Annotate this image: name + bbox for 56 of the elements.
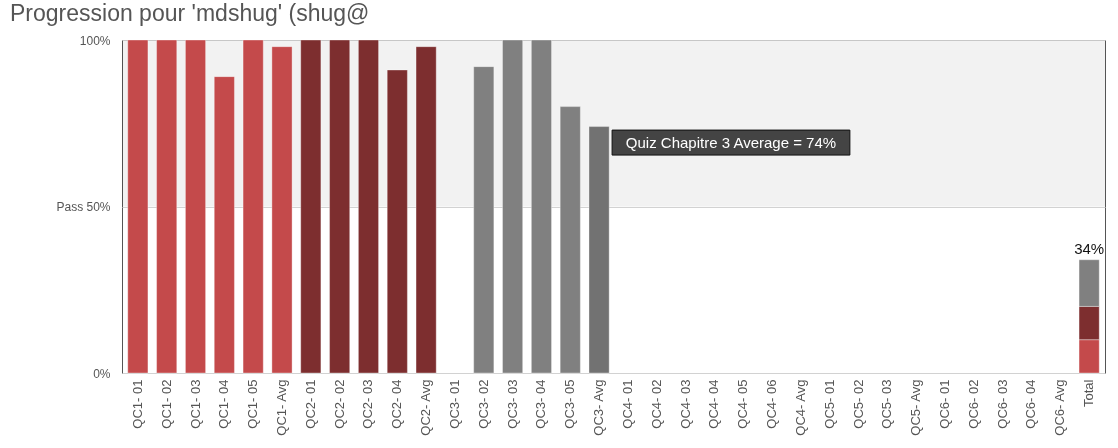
x-tick-label: QC6- 01: [937, 379, 953, 429]
x-tick-label: QC1- 03: [187, 379, 203, 429]
x-tick-label: QC6- 02: [965, 379, 981, 429]
x-tick-label: QC2- 03: [360, 379, 376, 429]
bar: [156, 39, 178, 374]
x-tick-label: Total: [1081, 379, 1097, 407]
bar: [127, 39, 149, 374]
x-tick-label: QC4- 04: [706, 379, 722, 429]
bar: [473, 66, 495, 374]
bar: [242, 39, 264, 374]
bar: [386, 69, 408, 374]
x-tick-label: QC3- 04: [533, 379, 549, 429]
bar: [184, 39, 207, 374]
x-tick-label: QC6- 03: [994, 379, 1010, 429]
x-tick-label: QC1- 04: [216, 379, 232, 429]
x-tick-label: QC3- 01: [446, 379, 462, 429]
x-tick-label: QC3- Avg: [591, 379, 607, 436]
y-tick-label: 100%: [79, 33, 111, 48]
x-tick-label: QC1- 05: [245, 379, 261, 429]
x-tick-label: QC4- 02: [648, 379, 664, 429]
y-tick-label: 0%: [93, 366, 111, 381]
bar: [502, 39, 524, 374]
x-tick-label: QC5- 02: [850, 379, 866, 429]
y-tick-label: Pass 50%: [56, 200, 111, 214]
bar: [357, 39, 380, 374]
x-tick-label: QC1- Avg: [273, 379, 289, 436]
x-tick-label: QC2- 04: [389, 379, 405, 429]
bar: [530, 39, 553, 374]
bar: [271, 46, 293, 374]
bar: [559, 106, 581, 374]
x-tick-label: QC5- 01: [821, 379, 837, 429]
x-tick-label: QC3- 03: [504, 379, 520, 429]
x-tick-label: QC2- 02: [331, 379, 347, 429]
x-tick-label: QC2- 01: [302, 379, 318, 429]
bar: [213, 76, 235, 374]
x-tick-label: QC4- 06: [764, 379, 780, 429]
annotation: Quiz Chapitre 3 Average = 74%: [625, 133, 837, 151]
total-label: 34%: [1074, 239, 1105, 257]
chart-title: Progression pour 'mdshug' (shug@: [10, 0, 370, 26]
x-tick-label: QC6- 04: [1023, 379, 1039, 429]
x-tick-label: QC2- Avg: [418, 379, 434, 436]
bar: [329, 39, 351, 374]
x-tick-label: QC4- 01: [619, 379, 635, 429]
x-tick-label: QC3- 02: [475, 379, 491, 429]
bar: [415, 46, 437, 374]
x-tick-label: QC3- 05: [562, 379, 578, 429]
x-tick-label: QC5- 03: [879, 379, 895, 429]
x-tick-label: QC1- 02: [158, 379, 174, 429]
x-tick-label: QC5- Avg: [908, 379, 924, 436]
bar: [588, 126, 610, 374]
x-tick-label: QC4- 05: [735, 379, 751, 429]
x-tick-label: QC6- Avg: [1052, 379, 1068, 436]
bar: [300, 39, 322, 374]
x-tick-label: QC4- 03: [677, 379, 693, 429]
x-tick-label: QC1- 01: [129, 379, 145, 429]
x-tick-label: QC4- Avg: [792, 379, 808, 436]
